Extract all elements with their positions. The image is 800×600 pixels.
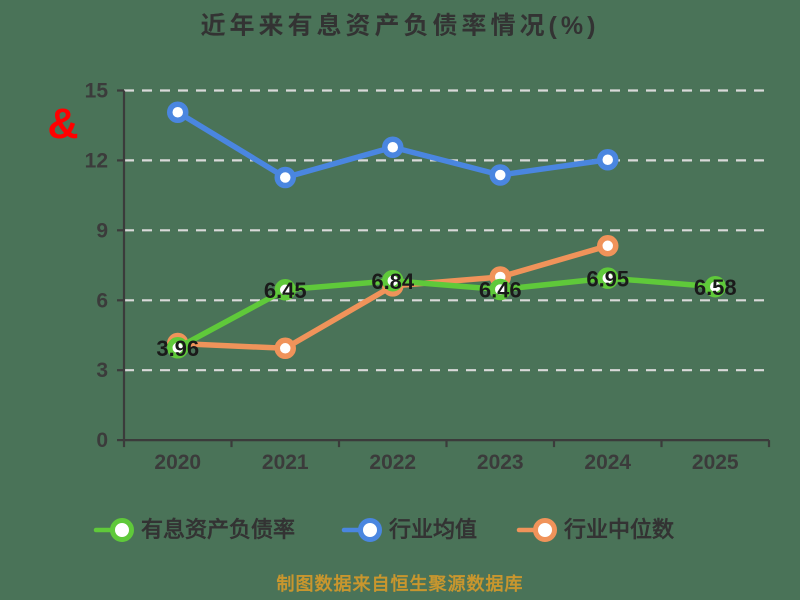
svg-text:行业中位数: 行业中位数 xyxy=(563,517,675,542)
svg-text:0: 0 xyxy=(96,429,108,452)
svg-text:&: & xyxy=(47,100,78,148)
svg-text:3.96: 3.96 xyxy=(156,336,199,361)
svg-text:6.84: 6.84 xyxy=(371,269,415,294)
svg-text:6: 6 xyxy=(96,289,108,312)
svg-text:6.46: 6.46 xyxy=(479,278,522,303)
svg-text:12: 12 xyxy=(85,149,108,172)
svg-text:2021: 2021 xyxy=(262,451,309,474)
svg-text:6.95: 6.95 xyxy=(586,266,629,291)
svg-text:制图数据来自恒生聚源数据库: 制图数据来自恒生聚源数据库 xyxy=(277,573,524,594)
svg-text:2024: 2024 xyxy=(584,451,631,474)
svg-text:3: 3 xyxy=(96,359,108,382)
svg-text:6.58: 6.58 xyxy=(694,275,737,300)
svg-text:2022: 2022 xyxy=(369,451,416,474)
svg-text:2020: 2020 xyxy=(154,451,201,474)
svg-text:有息资产负债率: 有息资产负债率 xyxy=(141,517,295,542)
svg-text:6.45: 6.45 xyxy=(264,278,307,303)
svg-text:行业均值: 行业均值 xyxy=(388,517,477,542)
svg-text:9: 9 xyxy=(96,219,108,242)
svg-text:15: 15 xyxy=(85,80,109,103)
svg-text:2025: 2025 xyxy=(692,451,739,474)
svg-text:2023: 2023 xyxy=(477,451,524,474)
